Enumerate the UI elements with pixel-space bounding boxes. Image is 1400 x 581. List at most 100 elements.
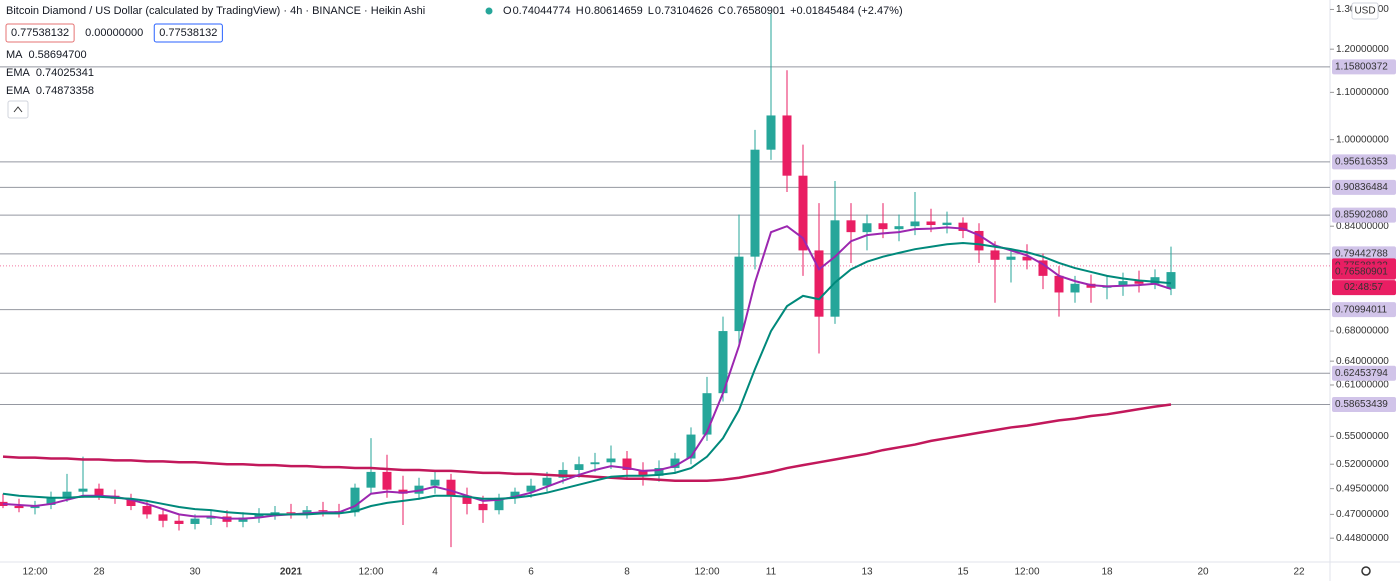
candle-body — [718, 331, 728, 394]
candle-body — [302, 510, 312, 514]
candle-body — [1150, 277, 1160, 284]
x-tick-label: 30 — [189, 567, 201, 578]
y-tick-label: 0.61000000 — [1336, 380, 1389, 391]
countdown-badge — [1332, 280, 1396, 296]
input-box — [5, 23, 75, 43]
collapse-icon — [13, 106, 23, 113]
y-tick-label: 0.84000000 — [1336, 221, 1389, 232]
indicator-line — [2, 225, 1172, 520]
candle-body — [1134, 281, 1144, 284]
price-badge — [1332, 179, 1396, 195]
x-tick-label: 2021 — [280, 567, 303, 578]
candle-body — [46, 497, 56, 505]
candle-body — [590, 462, 600, 465]
settings-button[interactable] — [1361, 566, 1371, 576]
x-tick-label: 15 — [957, 567, 969, 578]
candle-body — [942, 222, 952, 226]
y-tick-label: 0.44800000 — [1336, 533, 1389, 544]
candle-body — [542, 477, 552, 486]
currency-badge — [1351, 2, 1379, 20]
ohlc-key: L — [648, 5, 654, 17]
price-badge-label: 0.70994011 — [1335, 304, 1388, 315]
price-axis: 0.44800000 0.47000000 0.49500000 0.52000000… — [1330, 2, 1396, 544]
x-tick-label: 18 — [1101, 567, 1113, 578]
y-tick-label: 0.47000000 — [1336, 509, 1389, 520]
x-tick-label: 11 — [766, 567, 777, 578]
candle-body — [446, 479, 456, 496]
candle-body — [478, 503, 488, 511]
candle-body — [702, 393, 712, 435]
candle-body — [686, 434, 696, 459]
countdown-label: 02:48:57 — [1344, 282, 1383, 293]
candle-body — [622, 458, 632, 470]
candle-body — [142, 506, 152, 515]
candle-body — [158, 514, 168, 521]
x-tick-label: 4 — [432, 567, 438, 578]
price-badge-label: 1.15800372 — [1335, 61, 1388, 72]
x-tick-label: 20 — [1197, 567, 1209, 578]
candle-body — [670, 458, 680, 469]
ohlc-value: 0.76580901 — [727, 5, 785, 17]
legend-name: EMA — [6, 67, 31, 79]
ohlc-key: C — [718, 5, 726, 17]
ohlc-key: H — [576, 5, 584, 17]
price-badge — [1332, 302, 1396, 318]
candle-body — [462, 495, 472, 504]
legend: Bitcoin Diamond / US Dollar (calculated … — [5, 5, 903, 119]
y-tick-label: 0.49500000 — [1336, 483, 1389, 494]
x-tick-label: 13 — [861, 567, 873, 578]
x-tick-label: 28 — [93, 567, 105, 578]
y-tick-label: 0.52000000 — [1336, 459, 1389, 470]
price-badge-label: 0.85902080 — [1335, 210, 1388, 221]
x-tick-label: 22 — [1293, 567, 1305, 578]
legend-value: 0.58694700 — [29, 49, 87, 61]
candle-body — [1054, 275, 1064, 293]
input-value: 0.77538132 — [11, 27, 69, 39]
chart-title: Bitcoin Diamond / US Dollar (calculated … — [6, 5, 425, 17]
y-tick-label: 1.00000000 — [1336, 134, 1389, 145]
y-tick-label: 0.55000000 — [1336, 431, 1389, 442]
candle-body — [526, 485, 536, 492]
collapse-button[interactable] — [7, 100, 29, 119]
candle-body — [1038, 260, 1048, 276]
candle-body — [926, 221, 936, 226]
candle-body — [734, 256, 744, 332]
input-box — [153, 23, 223, 43]
legend-value: 0.74025341 — [36, 67, 94, 79]
candle-body — [1022, 256, 1032, 261]
ohlc-value: 0.74044774 — [513, 5, 571, 17]
x-tick-label: 8 — [624, 567, 630, 578]
candle-body — [62, 491, 72, 498]
candle-body — [878, 223, 888, 230]
price-badge — [1332, 365, 1396, 381]
candle-body — [606, 458, 616, 463]
close-price-badge — [1332, 264, 1396, 280]
ohlc-key: O — [503, 5, 512, 17]
price-badge — [1332, 59, 1396, 75]
candle-body — [862, 223, 872, 233]
candle-body — [910, 221, 920, 227]
candle-body — [510, 491, 520, 498]
candle-body — [190, 518, 200, 524]
candle-body — [382, 471, 392, 490]
input-value: 0.00000000 — [85, 27, 143, 39]
candle-body — [766, 115, 776, 150]
price-badge-label: 0.58653439 — [1335, 399, 1388, 410]
candle-body — [750, 149, 760, 257]
candle-body — [1070, 283, 1080, 293]
gear-icon[interactable] — [1361, 566, 1371, 576]
candle-body — [78, 488, 88, 492]
currency-label: USD — [1354, 6, 1375, 17]
indicator-line — [2, 242, 1172, 516]
x-tick-label: 6 — [528, 567, 534, 578]
price-badge-label: 0.62453794 — [1335, 368, 1388, 379]
indicator-line — [2, 403, 1172, 482]
candle-body — [174, 520, 184, 524]
y-tick-label: 0.68000000 — [1336, 326, 1389, 337]
x-tick-label: 12:00 — [358, 567, 383, 578]
candle-body — [1166, 272, 1176, 289]
candle-body — [894, 226, 904, 230]
candle-body — [430, 479, 440, 486]
